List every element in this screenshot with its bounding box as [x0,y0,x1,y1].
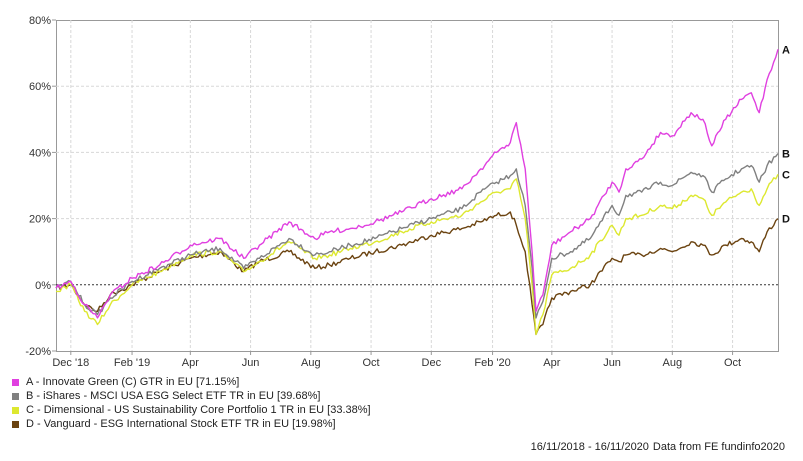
legend-item-a: A - Innovate Green (C) GTR in EU [71.15%… [12,375,371,389]
legend-swatch-c [12,406,19,414]
series-lines [55,49,779,336]
end-label-c: C [782,169,790,181]
x-tick-label: Feb '20 [474,357,510,369]
legend: A - Innovate Green (C) GTR in EU [71.15%… [12,375,371,431]
legend-label-d: D - Vanguard - ESG International Stock E… [26,418,336,430]
legend-item-d: D - Vanguard - ESG International Stock E… [12,417,371,431]
footer-source: Data from FE fundinfo2020 [652,441,785,453]
series-line-b [55,153,779,319]
x-tick-label: Oct [363,357,380,369]
y-tick-label: 80% [29,15,51,27]
legend-swatch-b [12,392,19,400]
end-label-d: D [782,214,790,226]
x-tick-label: Feb '19 [114,357,150,369]
legend-item-b: B - iShares - MSCI USA ESG Select ETF TR… [12,389,371,403]
x-tick-label: Aug [663,357,683,369]
series-line-a [55,49,779,319]
x-tick-label: Apr [182,357,199,369]
series-line-d [55,211,779,336]
chart: D CB A 80% 60% 40% 20% 0% -20% Dec '18 Feb '19 Ap… [25,15,790,369]
y-tick-label: 40% [29,147,51,159]
y-tick-label: 60% [29,81,51,93]
x-tick-label: Oct [724,357,741,369]
x-tick-label: Apr [543,357,560,369]
series-end-labels: D CB A [782,44,790,225]
y-tick-label: 0% [35,280,51,292]
x-axis: Dec '18 Feb '19 Apr Jun Aug Oct Dec Feb '20 Apr J… [52,351,741,369]
x-tick-label: Aug [301,357,321,369]
legend-label-b: B - iShares - MSCI USA ESG Select ETF TR… [26,390,321,402]
y-tick-label: -20% [25,346,51,358]
plot-area [56,20,779,352]
end-label-a: A [782,44,790,56]
end-label-b: B [782,148,790,160]
legend-swatch-d [12,420,19,428]
x-tick-label: Dec '18 [52,357,89,369]
series-line-c [56,173,779,336]
y-tick-label: 20% [29,214,51,226]
legend-label-a: A - Innovate Green (C) GTR in EU [71.15%… [26,376,240,388]
gridlines [56,20,778,351]
y-axis: 80% 60% 40% 20% 0% -20% [25,15,56,358]
x-tick-label: Jun [242,357,260,369]
footer: 16/11/2018 - 16/11/2020 Data from FE fund… [531,441,785,453]
legend-item-c: C - Dimensional - US Sustainability Core… [12,403,371,417]
x-tick-label: Jun [603,357,621,369]
x-tick-label: Dec [422,357,442,369]
footer-date-range: 16/11/2018 - 16/11/2020 [530,441,649,453]
legend-swatch-a [12,378,19,386]
legend-label-c: C - Dimensional - US Sustainability Core… [26,404,371,416]
